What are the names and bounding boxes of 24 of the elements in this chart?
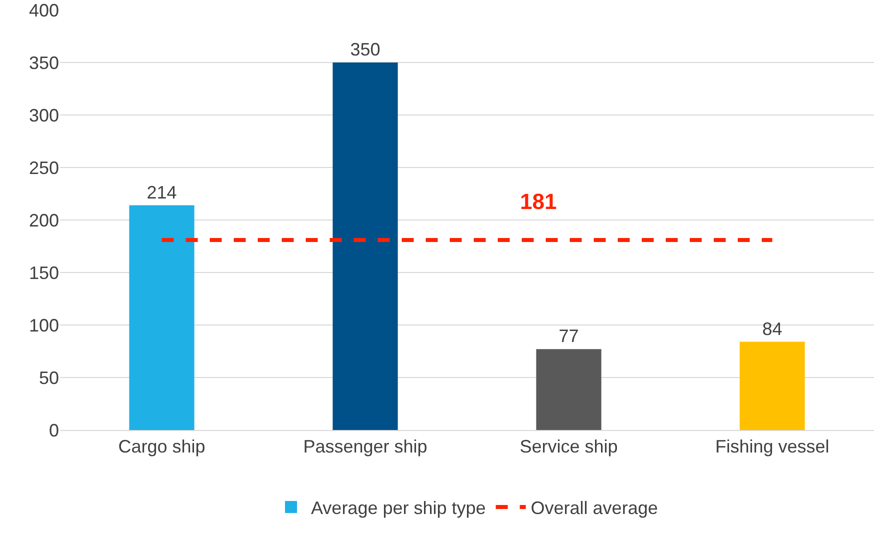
data-label: 77 xyxy=(558,326,579,346)
bar xyxy=(536,349,602,430)
data-label: 350 xyxy=(350,40,380,60)
x-tick-label: Passenger ship xyxy=(303,436,428,457)
bar xyxy=(740,342,805,430)
y-tick-label: 100 xyxy=(28,315,59,336)
bar xyxy=(129,205,194,430)
x-tick-label: Service ship xyxy=(520,436,618,457)
y-tick-label: 300 xyxy=(28,105,59,126)
y-tick-label: 400 xyxy=(28,0,59,20)
data-label: 214 xyxy=(146,182,177,202)
y-tick-label: 0 xyxy=(48,420,59,440)
data-label: 84 xyxy=(762,318,782,339)
y-tick-label: 200 xyxy=(28,210,59,230)
x-tick-label: Cargo ship xyxy=(118,436,206,457)
y-tick-label: 150 xyxy=(28,262,59,283)
legend-label: Overall average xyxy=(530,498,658,518)
y-tick-label: 350 xyxy=(28,52,59,73)
y-tick-label: 250 xyxy=(28,158,59,178)
y-tick-label: 50 xyxy=(38,368,59,388)
legend-label: Average per ship type xyxy=(311,498,486,518)
bar xyxy=(332,62,398,430)
data-label: 181 xyxy=(520,189,557,214)
x-tick-label: Fishing vessel xyxy=(715,436,830,457)
